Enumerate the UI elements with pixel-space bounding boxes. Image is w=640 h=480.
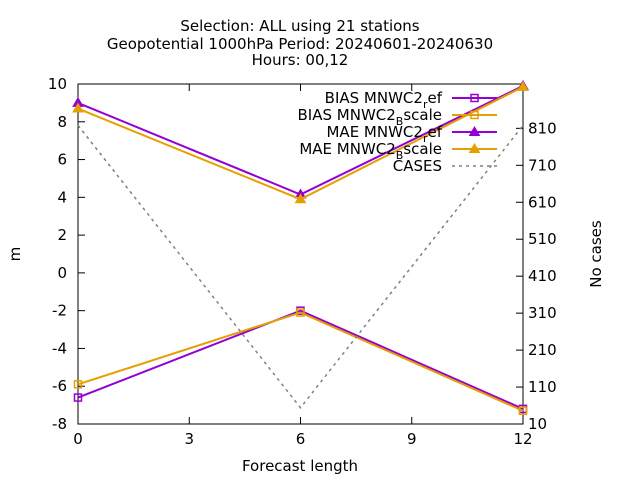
series-4 — [77, 124, 524, 409]
legend-entry: BIAS MNWC2Bscale — [298, 106, 497, 128]
series-0 — [73, 306, 528, 414]
legend-entry: MAE MNWC2ref — [326, 123, 497, 145]
y-tick-label: 4 — [57, 188, 67, 206]
legend-marker — [468, 143, 481, 153]
legend-entry: BIAS MNWC2ref — [325, 89, 497, 111]
axes — [77, 83, 524, 425]
y-tick-label: 10 — [48, 75, 67, 93]
legend-label: BIAS MNWC2ref — [325, 89, 443, 111]
x-tick-label: 3 — [184, 430, 194, 448]
y2-tick-label: 10 — [528, 415, 547, 433]
y2-tick-label: 110 — [528, 378, 557, 396]
y-tick-label: 2 — [57, 226, 67, 244]
legend-label: MAE MNWC2ref — [326, 123, 442, 145]
y-tick-label: -2 — [52, 302, 67, 320]
y2-tick-label: 610 — [528, 193, 557, 211]
y2-axis-label: No cases — [587, 220, 605, 288]
data-point — [73, 380, 83, 389]
y2-tick-label: 210 — [528, 341, 557, 359]
chart-title-line-2: Geopotential 1000hPa Period: 20240601-20… — [107, 35, 493, 53]
chart-title-line-3: Hours: 00,12 — [252, 51, 349, 69]
data-point — [296, 308, 305, 317]
y-tick-label: 8 — [57, 113, 67, 131]
y2-tick-label: 710 — [528, 156, 557, 174]
y-tick-label: 0 — [57, 264, 67, 282]
y2-tick-label: 810 — [528, 119, 557, 137]
data-point — [294, 193, 307, 204]
y2-tick-label: 410 — [528, 267, 557, 285]
legend-label: CASES — [393, 157, 442, 175]
y-tick-label: -8 — [52, 415, 67, 433]
legend-label: BIAS MNWC2Bscale — [298, 106, 442, 128]
series-1 — [73, 308, 528, 416]
legend-marker — [470, 93, 479, 103]
y-tick-label: -4 — [52, 339, 67, 357]
data-point — [73, 393, 83, 402]
y-axis-label: m — [6, 247, 24, 262]
y2-tick-label: 310 — [528, 304, 557, 322]
data-point — [72, 102, 84, 113]
legend-entry: MAE MNWC2Bscale — [299, 140, 497, 162]
legend-marker — [468, 126, 481, 136]
series-line — [77, 124, 524, 409]
tick-labels: -8-6-4-202468101011021031041051061071081… — [48, 75, 557, 448]
x-tick-label: 0 — [73, 430, 83, 448]
legend-label: MAE MNWC2Bscale — [299, 140, 442, 162]
data-point — [518, 406, 528, 416]
y-tick-label: 6 — [57, 151, 67, 169]
x-tick-label: 9 — [407, 430, 417, 448]
chart-title-line-1: Selection: ALL using 21 stations — [180, 17, 419, 35]
legend-entry: CASES — [393, 157, 497, 175]
series — [72, 79, 529, 416]
series-3 — [72, 80, 529, 204]
series-line — [77, 311, 524, 412]
y-tick-label: -6 — [52, 377, 67, 395]
data-point — [517, 80, 529, 91]
y2-tick-label: 510 — [528, 230, 557, 248]
x-tick-label: 12 — [513, 430, 532, 448]
x-tick-label: 6 — [296, 430, 306, 448]
x-axis-label: Forecast length — [242, 457, 358, 475]
series-line — [77, 309, 524, 410]
legend-marker — [470, 110, 479, 120]
